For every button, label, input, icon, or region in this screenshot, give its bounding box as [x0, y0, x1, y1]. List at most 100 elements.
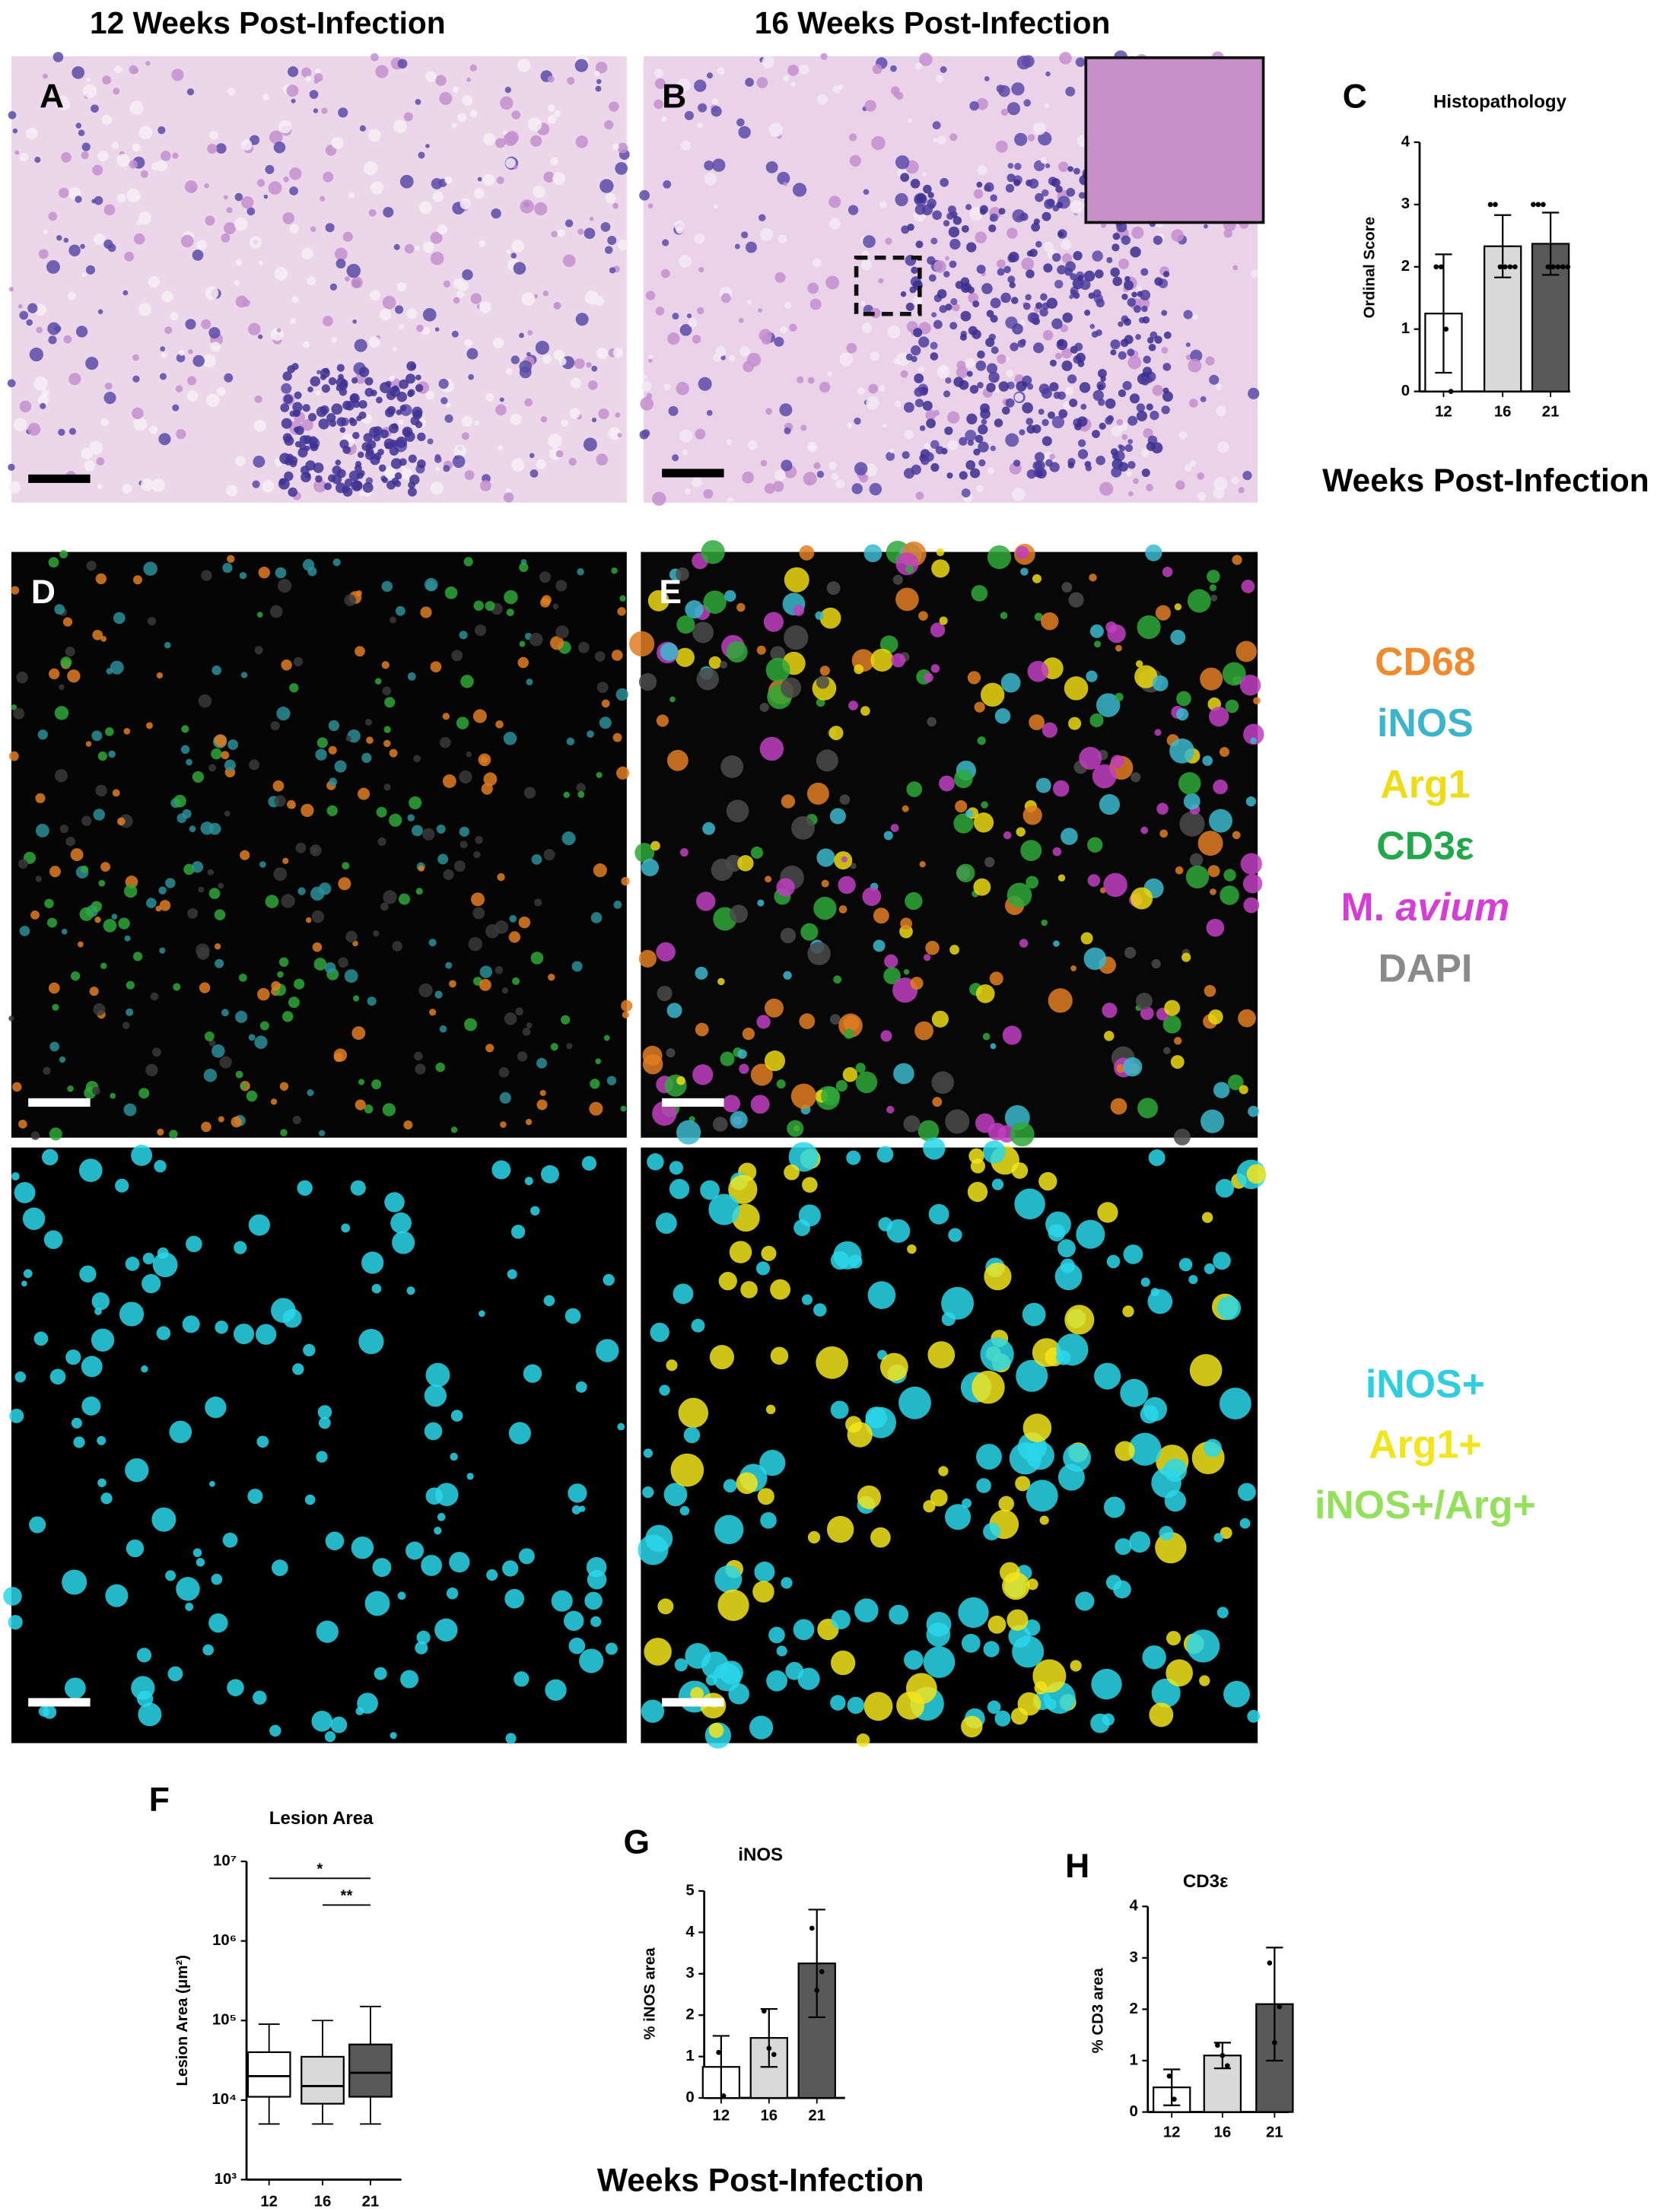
- texture: [482, 173, 495, 186]
- texture: [207, 869, 214, 876]
- texture: [1204, 224, 1208, 229]
- texture: [501, 987, 509, 994]
- texture: [89, 440, 103, 455]
- texture: [269, 1724, 281, 1737]
- texture: [79, 1265, 97, 1283]
- texture: [364, 450, 375, 460]
- texture: [1187, 589, 1211, 613]
- texture: [517, 1051, 528, 1062]
- texture: [879, 635, 898, 653]
- texture: [965, 430, 977, 442]
- texture: [848, 701, 858, 710]
- texture: [575, 1381, 587, 1393]
- texture: [816, 848, 835, 867]
- texture: [392, 346, 397, 351]
- texture: [1035, 777, 1051, 793]
- texture: [686, 313, 692, 319]
- texture: [201, 319, 211, 329]
- texture: [342, 400, 352, 410]
- texture: [485, 601, 495, 612]
- texture: [677, 78, 691, 92]
- texture: [729, 1241, 752, 1263]
- texture: [351, 276, 363, 289]
- texture: [1013, 179, 1021, 186]
- texture: [599, 717, 612, 729]
- data-point: [1220, 2052, 1226, 2058]
- texture: [1137, 615, 1161, 640]
- texture: [434, 456, 442, 463]
- texture: [971, 585, 988, 602]
- texture: [172, 404, 180, 412]
- texture: [708, 656, 722, 669]
- texture: [715, 346, 727, 357]
- texture: [383, 438, 395, 450]
- texture: [980, 403, 990, 414]
- texture: [952, 303, 960, 312]
- texture: [1140, 826, 1149, 834]
- texture: [846, 1150, 861, 1165]
- texture: [434, 327, 440, 332]
- texture: [1026, 469, 1037, 479]
- texture: [406, 1286, 415, 1295]
- texture: [1042, 211, 1051, 221]
- texture: [262, 480, 275, 493]
- texture: [1007, 173, 1016, 183]
- texture: [313, 958, 327, 971]
- box: [301, 2055, 345, 2105]
- texture: [548, 434, 562, 448]
- texture: [540, 1165, 559, 1184]
- texture: [221, 1009, 229, 1017]
- texture: [450, 1127, 458, 1133]
- texture: [247, 1489, 263, 1505]
- texture: [924, 443, 931, 450]
- texture: [945, 256, 949, 261]
- texture: [940, 66, 947, 73]
- texture: [1097, 1202, 1118, 1223]
- texture: [584, 227, 596, 240]
- texture: [667, 332, 680, 345]
- data-point: [761, 2008, 767, 2014]
- texture: [318, 1416, 331, 1429]
- texture: [676, 615, 695, 634]
- texture: [1014, 163, 1022, 170]
- texture: [657, 985, 673, 1002]
- box: [246, 2051, 291, 2098]
- texture: [161, 151, 171, 161]
- texture: [1058, 161, 1069, 173]
- texture: [568, 1637, 586, 1654]
- texture: [297, 1180, 313, 1197]
- texture: [405, 1541, 425, 1560]
- texture: [58, 428, 65, 437]
- texture: [312, 847, 319, 854]
- texture: [157, 126, 166, 135]
- texture: [517, 656, 529, 669]
- texture: [870, 648, 894, 672]
- texture: [373, 930, 380, 937]
- texture: [765, 160, 778, 173]
- texture: [1127, 439, 1134, 444]
- texture: [764, 483, 775, 494]
- texture: [564, 1308, 581, 1324]
- texture: [407, 487, 417, 497]
- texture: [434, 990, 443, 999]
- texture: [157, 1247, 169, 1259]
- texture: [339, 427, 346, 433]
- texture: [759, 702, 769, 713]
- texture: [736, 1472, 758, 1495]
- texture: [576, 783, 586, 793]
- texture: [108, 750, 116, 758]
- texture: [52, 52, 64, 62]
- texture: [67, 669, 81, 683]
- texture: [770, 646, 786, 661]
- texture: [829, 808, 846, 825]
- texture: [1159, 829, 1169, 838]
- texture: [1028, 178, 1039, 189]
- texture: [351, 377, 358, 384]
- texture: [838, 876, 856, 895]
- texture: [863, 189, 870, 195]
- texture: [176, 1577, 200, 1601]
- texture: [1136, 410, 1147, 421]
- texture: [605, 192, 616, 204]
- texture: [1197, 491, 1207, 501]
- texture: [352, 431, 360, 440]
